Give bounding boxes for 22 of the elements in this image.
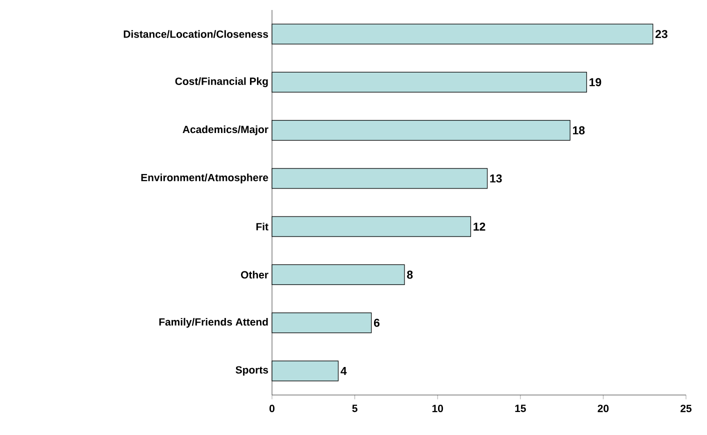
x-tick-label: 25 <box>680 404 692 412</box>
data-label: 6 <box>374 318 380 327</box>
x-tick-label: 15 <box>515 404 526 412</box>
data-label: 18 <box>573 126 585 134</box>
data-label: 4 <box>340 367 347 375</box>
data-label: 23 <box>655 30 668 38</box>
y-tick-label: Sports <box>236 366 268 376</box>
data-label: 13 <box>490 174 502 182</box>
x-tick-label: 5 <box>352 404 358 412</box>
y-tick-label: Distance/Location/Closeness <box>124 30 268 38</box>
y-tick-label: Cost/Financial Pkg <box>175 77 268 88</box>
data-label: 19 <box>590 78 602 86</box>
x-tick-label: 20 <box>598 404 609 412</box>
y-tick-label: Other <box>241 270 268 279</box>
y-tick-label: Fit <box>256 222 268 230</box>
y-tick-label: Academics/Major <box>182 125 268 136</box>
x-tick-label: 0 <box>270 404 274 412</box>
data-label: 12 <box>474 222 486 231</box>
data-label: 8 <box>407 270 413 279</box>
x-tick-label: 10 <box>432 404 443 412</box>
y-tick-label: Environment/Atmosphere <box>141 174 268 184</box>
y-tick-label: Family/Friends Attend <box>159 318 268 328</box>
